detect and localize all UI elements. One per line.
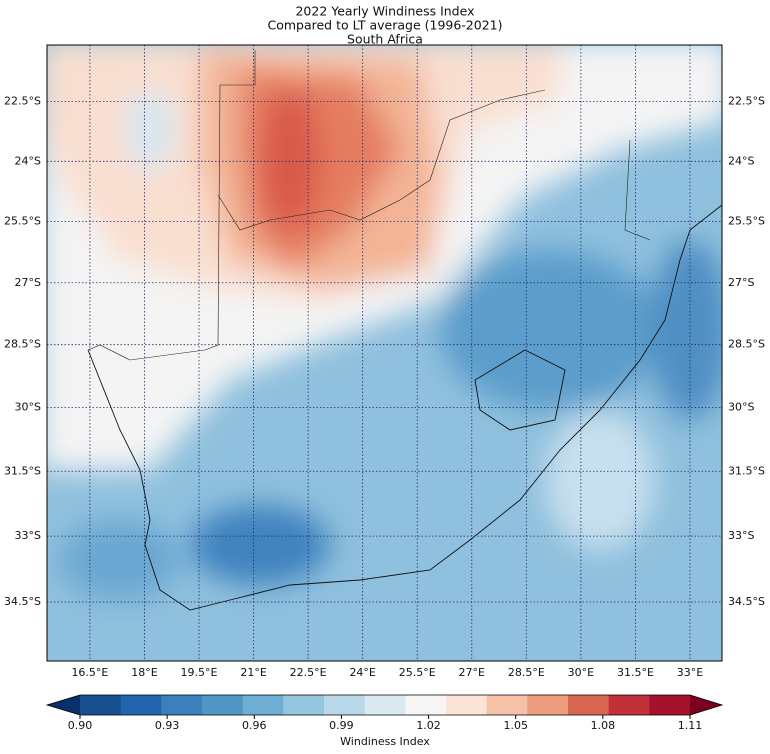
- colorbar-segment: [608, 695, 650, 715]
- lat-tick-label: 34.5°S: [4, 595, 41, 608]
- colorbar-tick-label: 1.11: [678, 719, 703, 732]
- lon-tick-label: 24°E: [349, 666, 375, 679]
- lat-tick-label: 22.5°S: [728, 95, 765, 108]
- colorbar-segment: [161, 695, 203, 715]
- colorbar-segment: [446, 695, 488, 715]
- lat-tick-label: 25.5°S: [728, 215, 765, 228]
- colorbar-segment: [568, 695, 610, 715]
- colorbar-tick-label: 1.05: [503, 719, 528, 732]
- colorbar-segment: [283, 695, 325, 715]
- lat-tick-label: 28.5°S: [4, 338, 41, 351]
- colorbar-segment: [364, 695, 406, 715]
- field: [47, 45, 722, 661]
- lon-tick-label: 22.5°E: [290, 666, 327, 679]
- colorbar-segment: [405, 695, 447, 715]
- colorbar-segment: [486, 695, 528, 715]
- lon-tick-label: 31.5°E: [617, 666, 654, 679]
- lon-tick-label: 19.5°E: [181, 666, 218, 679]
- lon-tick-label: 18°E: [131, 666, 157, 679]
- colorbar-under: [47, 695, 80, 715]
- colorbar: 0.90 0.93 0.96 0.99 1.02 1.05 1.08 1.11: [45, 694, 724, 732]
- colorbar-segment: [527, 695, 569, 715]
- lat-tick-label: 24°S: [15, 154, 41, 167]
- lat-tick-label: 30°S: [15, 401, 41, 414]
- lon-tick-label: 33°E: [677, 666, 703, 679]
- colorbar-segment: [242, 695, 284, 715]
- lon-tick-label: 27°E: [459, 666, 485, 679]
- lat-tick-label: 28.5°S: [728, 338, 765, 351]
- colorbar-segment: [649, 695, 691, 715]
- colorbar-tick-label: 0.93: [155, 719, 180, 732]
- lon-tick-label: 25.5°E: [399, 666, 436, 679]
- lon-tick-label: 28.5°E: [508, 666, 545, 679]
- lat-tick-label: 25.5°S: [4, 215, 41, 228]
- colorbar-segment: [324, 695, 366, 715]
- lat-tick-label: 33°S: [728, 529, 754, 542]
- lat-tick-label: 30°S: [728, 401, 754, 414]
- colorbar-segment: [120, 695, 162, 715]
- lat-tick-label: 33°S: [15, 529, 41, 542]
- lon-tick-label: 21°E: [240, 666, 266, 679]
- lat-tick-label: 31.5°S: [728, 464, 765, 477]
- colorbar-over: [690, 695, 722, 715]
- colorbar-segment: [202, 695, 244, 715]
- lat-tick-label: 24°S: [728, 154, 754, 167]
- lat-tick-label: 27°S: [728, 276, 754, 289]
- lon-tick-label: 30°E: [568, 666, 594, 679]
- colorbar-segment: [80, 695, 122, 715]
- lat-tick-label: 22.5°S: [4, 95, 41, 108]
- colorbar-tick-label: 0.96: [242, 719, 267, 732]
- lon-tick-label: 16.5°E: [71, 666, 108, 679]
- graticule: [47, 45, 722, 661]
- colorbar-label: Windiness Index: [340, 735, 430, 748]
- title-line: Compared to LT average (1996-2021): [267, 18, 502, 33]
- title-line: 2022 Yearly Windiness Index: [295, 4, 474, 19]
- lat-tick-label: 31.5°S: [4, 464, 41, 477]
- lat-tick-label: 27°S: [15, 276, 41, 289]
- lat-tick-label: 34.5°S: [728, 595, 765, 608]
- colorbar-tick-label: 0.99: [329, 719, 354, 732]
- colorbar-tick-label: 1.08: [591, 719, 616, 732]
- title-line: South Africa: [347, 32, 423, 47]
- colorbar-tick-label: 0.90: [68, 719, 93, 732]
- map-frame: [46, 44, 723, 662]
- colorbar-tick-label: 1.02: [416, 719, 441, 732]
